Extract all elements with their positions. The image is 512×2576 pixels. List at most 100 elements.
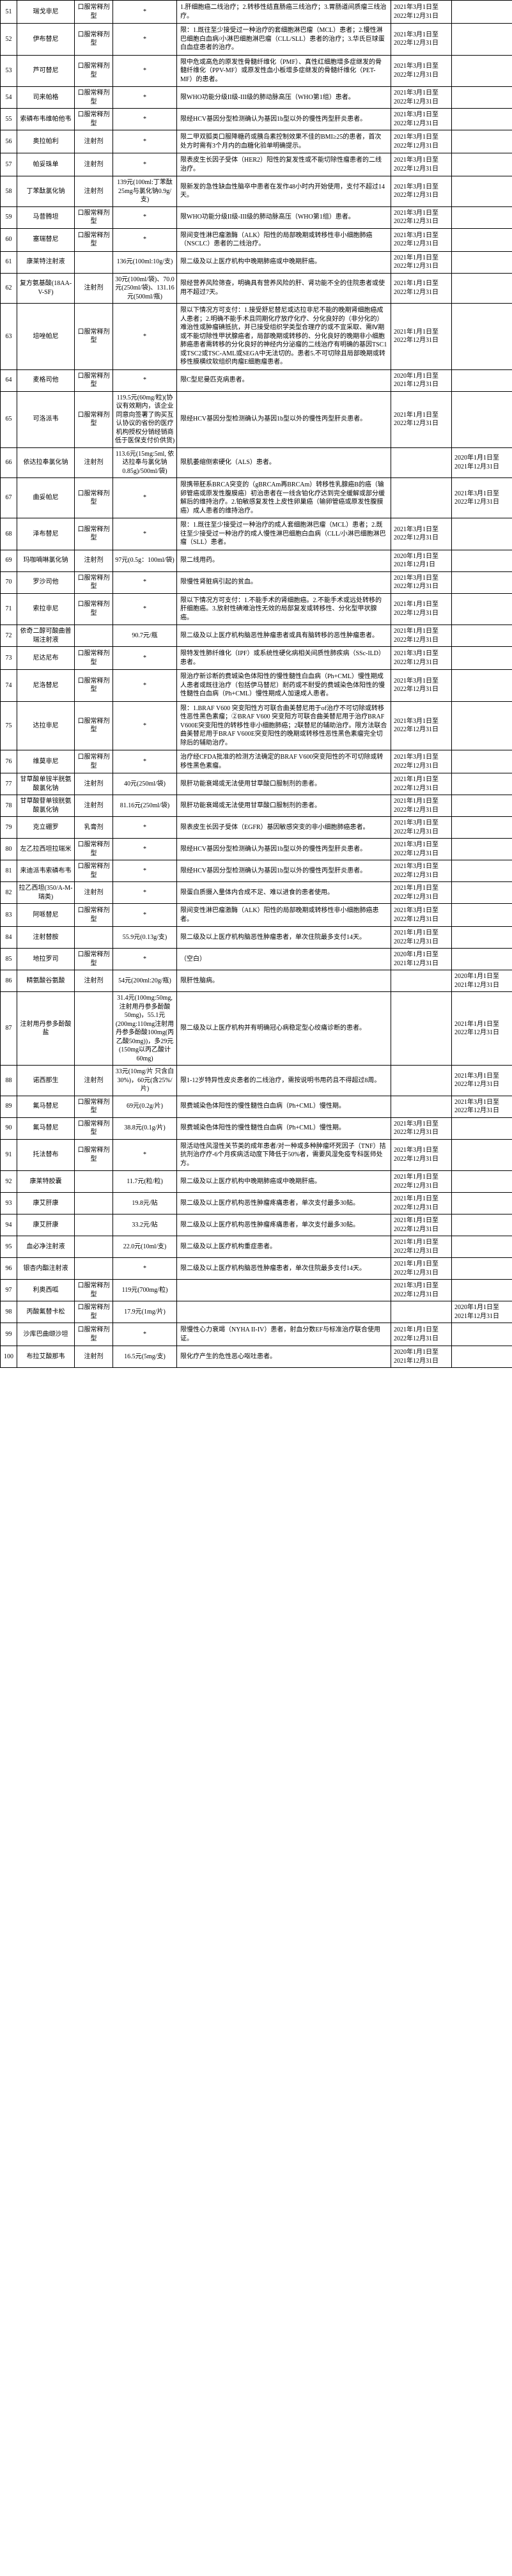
restriction [177,1301,391,1323]
restriction: （空白） [177,949,391,970]
date-range-b [452,839,512,860]
restriction: 限WHO功能分级II级-III级的肺动脉高压（WHO第1组）患者。 [177,87,391,109]
row-index: 72 [1,625,17,647]
restriction: 限经HCV基因分型检测确认为基因1b型以外的慢性丙型肝炎患者。 [177,109,391,130]
restriction: 限表皮生长因子受体（EGFR）基因敏感突变的非小细胞肺癌患者。 [177,817,391,839]
table-row: 85地拉罗司口服常释剂型*（空白）2020年1月1日至2021年12月31日 [1,949,512,970]
table-row: 87注射用丹参多酚酸盐31.4元(100mg:50mg,注射用丹参多酚酸50mg… [1,992,512,1066]
row-index: 94 [1,1214,17,1236]
dosage-form: 注射剂 [75,1346,113,1368]
drug-name: 索拉非尼 [17,593,75,625]
row-index: 53 [1,55,17,87]
dosage-form: 注射剂 [75,882,113,904]
dosage-form: 口服常释剂型 [75,369,113,391]
date-range-a: 2021年3月1日至2022年12月31日 [391,1280,452,1301]
dosage-form: 口服常释剂型 [75,518,113,550]
date-range-a: 2021年3月1日至2022年12月31日 [391,176,452,207]
table-row: 67曲妥帕尼口服常释剂型*限携带胚系BRCA突变的（gBRCAm再BRCAm）转… [1,478,512,518]
restriction: 限慢性肾脏病引起的贫血。 [177,571,391,593]
restriction: 限携带胚系BRCA突变的（gBRCAm再BRCAm）转移性乳腺癌B的癌（输卵管癌… [177,478,391,518]
date-range-b [452,1280,512,1301]
row-index: 95 [1,1236,17,1258]
drug-name: 维莫非尼 [17,750,75,773]
date-range-b [452,206,512,228]
dosage-form [75,625,113,647]
price: * [113,518,177,550]
drug-name: 帕妥珠单 [17,153,75,176]
dosage-form: 口服常释剂型 [75,904,113,927]
date-range-a: 2021年1月1日至2022年12月31日 [391,273,452,304]
drug-name: 注射替胺 [17,927,75,949]
date-range-a: 2021年1月1日至2022年12月31日 [391,625,452,647]
price: 139元(100ml:丁苯酞25mg与氯化钠0.9g/支) [113,176,177,207]
price: * [113,904,177,927]
medication-catalog-table: 51瑞戈非尼口服常释剂型*1.肝细胞癌二线治疗；2.转移性结直肠癌三线治疗；3.… [0,0,512,1368]
date-range-b [452,273,512,304]
row-index: 55 [1,109,17,130]
date-range-a: 2021年3月1日至2022年12月31日 [391,228,452,251]
dosage-form: 注射剂 [75,970,113,992]
date-range-b [452,670,512,702]
row-index: 76 [1,750,17,773]
row-index: 77 [1,773,17,795]
drug-name: 血必净注射液 [17,1236,75,1258]
dosage-form: 口服常释剂型 [75,109,113,130]
row-index: 75 [1,701,17,750]
date-range-b [452,1236,512,1258]
price: * [113,87,177,109]
drug-name: 可洛派韦 [17,391,75,447]
row-index: 80 [1,839,17,860]
price: * [113,1139,177,1171]
date-range-b [452,518,512,550]
table-row: 55索磷布韦维帕他韦口服常释剂型*限经HCV基因分型检测确认为基因1b型以外的慢… [1,109,512,130]
table-row: 68泽布替尼口服常释剂型*限：1.既往至少接受过一种治疗的成人套细胞淋巴瘤（MC… [1,518,512,550]
restriction: 限肝功能衰竭或无法使用甘草酸口服制剂的患者。 [177,795,391,817]
drug-name: 塞瑞替尼 [17,228,75,251]
dosage-form: 口服常释剂型 [75,87,113,109]
date-range-b: 2020年1月1日至2021年12月31日 [452,1301,512,1323]
date-range-a: 2021年1月1日至2022年12月31日 [391,391,452,447]
price: * [113,1,177,24]
price: 38.8元(0.1g/片) [113,1117,177,1139]
dosage-form: 口服常释剂型 [75,571,113,593]
table-row: 88诺西那生注射剂33元(10mg/片 只含白30%)，60元(含25%/片)限… [1,1066,512,1096]
date-range-a [391,992,452,1066]
date-range-a: 2021年3月1日至2022年12月31日 [391,904,452,927]
drug-name: 康莱特注射液 [17,251,75,273]
table-row: 86精氨酸谷氨酸注射剂54元(200ml:20g/瓶)限肝性脑病。2020年1月… [1,970,512,992]
restriction: 限二级及以上医疗机构脑恶性肿瘤患者或具有脑转移的恶性肿瘤患者。 [177,625,391,647]
restriction: 限二级及以上医疗机构脑恶性肿瘤患者，单次住院最多支付14天。 [177,927,391,949]
dosage-form: 口服常释剂型 [75,206,113,228]
price: * [113,839,177,860]
drug-name: 康艾肝康 [17,1193,75,1214]
drug-name: 精氨酸谷氨酸 [17,970,75,992]
price: * [113,478,177,518]
row-index: 99 [1,1323,17,1346]
date-range-b [452,228,512,251]
drug-name: 依奇二醇可酸曲普瑞注射液 [17,625,75,647]
restriction: 限表皮生长因子受体（HER2）阳性的复发性或不能切除性瘤患者的二线治疗。 [177,153,391,176]
row-index: 84 [1,927,17,949]
date-range-b [452,795,512,817]
row-index: 79 [1,817,17,839]
row-index: 87 [1,992,17,1066]
drug-name: 瑞戈非尼 [17,1,75,24]
dosage-form: 口服常释剂型 [75,647,113,670]
row-index: 81 [1,860,17,882]
drug-name: 司来帕格 [17,87,75,109]
drug-name: 曲妥帕尼 [17,478,75,518]
drug-name: 罗沙司他 [17,571,75,593]
restriction: 治疗经CFDA批准的检测方法确定的BRAF V600突变阳性的不可切除或转移性黑… [177,750,391,773]
table-row: 75达拉非尼口服常释剂型*限：1.BRAF V600 突变阳性方可联合曲美替尼用… [1,701,512,750]
price: * [113,817,177,839]
table-row: 94康艾肝康33.2元/贴限二级及以上医疗机构恶性肿瘤疼痛患者，单次支付最多30… [1,1214,512,1236]
row-index: 97 [1,1280,17,1301]
date-range-a: 2021年1月1日至2022年12月31日 [391,1171,452,1193]
row-index: 71 [1,593,17,625]
restriction: 限二甲双胍类口服降糖药或胰岛素控制效果不佳的BMI≥25的患者，首次处方时需有3… [177,130,391,153]
table-row: 80左乙拉西坦拉瑞米口服常释剂型*限经HCV基因分型检测确认为基因1b型以外的慢… [1,839,512,860]
row-index: 85 [1,949,17,970]
dosage-form: 口服常释剂型 [75,860,113,882]
price: * [113,949,177,970]
table-row: 79克立硼罗乳膏剂*限表皮生长因子受体（EGFR）基因敏感突变的非小细胞肺癌患者… [1,817,512,839]
